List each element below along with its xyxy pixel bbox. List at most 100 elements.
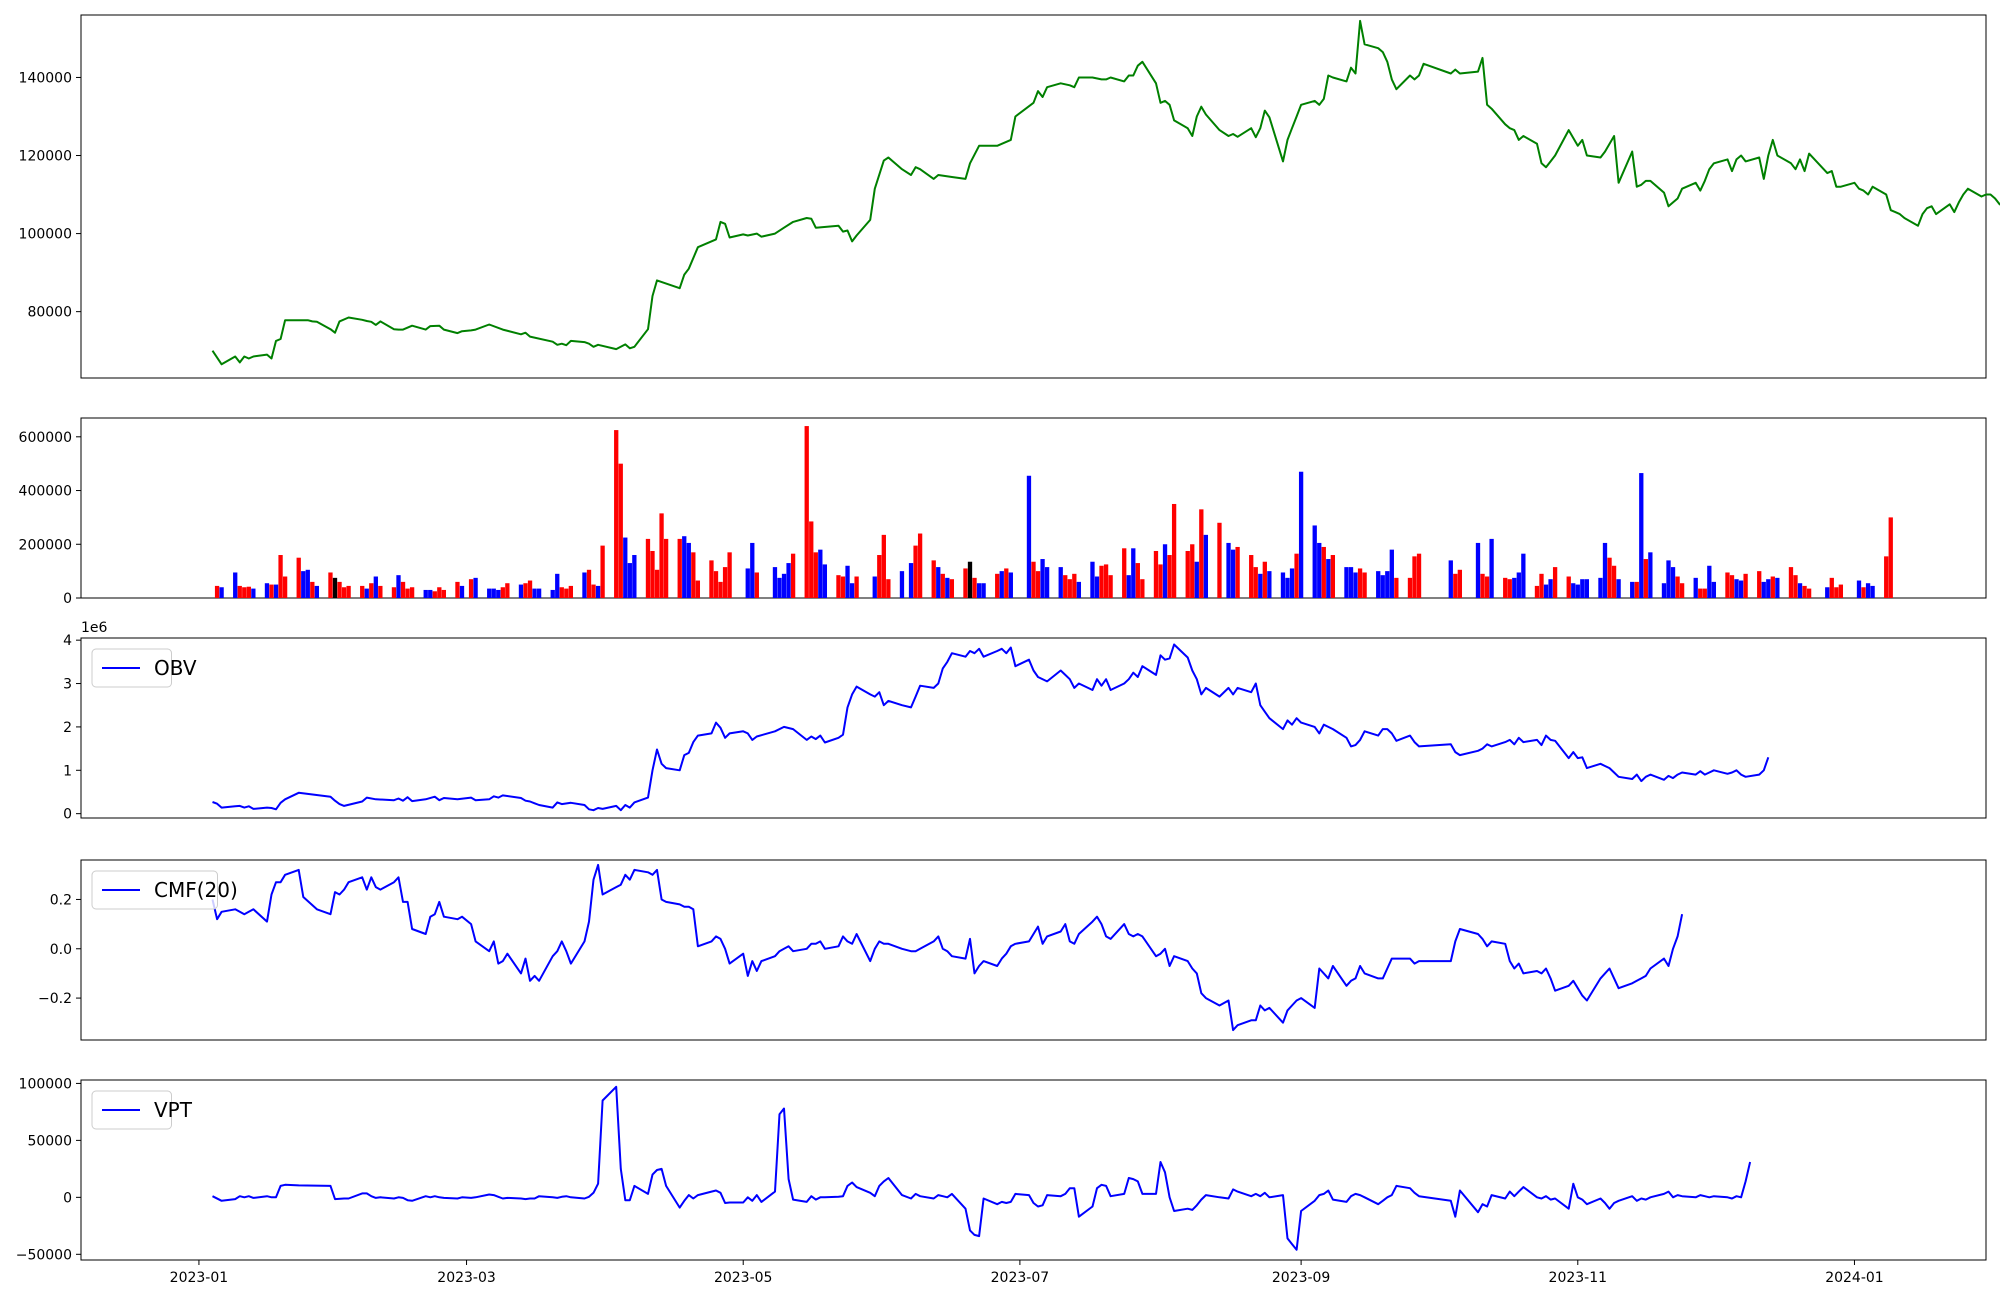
vpt-ytick-label: 0 — [63, 1190, 72, 1206]
volume-bar — [786, 563, 791, 598]
volume-bar — [337, 581, 342, 598]
volume-bar — [332, 577, 338, 598]
volume-bar — [1448, 560, 1453, 598]
vpt-ytick-label: 100000 — [19, 1076, 72, 1092]
volume-bar — [1099, 565, 1104, 598]
volume-bar — [251, 588, 256, 598]
volume-bar — [623, 537, 628, 598]
volume-bar — [682, 536, 687, 598]
volume-bar — [341, 587, 347, 598]
volume-bar — [632, 555, 637, 598]
price-ytick-label: 100000 — [19, 227, 72, 243]
volume-ytick-label: 0 — [63, 591, 72, 607]
volume-bar — [242, 587, 247, 598]
x-tick-label: 2023-09 — [1272, 1270, 1331, 1286]
volume-bar — [310, 581, 315, 598]
obv-ytick-label: 0 — [63, 807, 72, 823]
volume-bar — [1026, 475, 1032, 598]
volume-bar — [1312, 525, 1317, 598]
volume-bar — [809, 521, 814, 598]
volume-bar — [1140, 579, 1145, 598]
obv-ytick-label: 4 — [63, 633, 72, 649]
volume-bar — [614, 430, 619, 598]
volume-bar — [1743, 573, 1748, 598]
volume-bar — [1788, 567, 1794, 598]
volume-bar — [1453, 573, 1458, 598]
volume-bar — [1203, 534, 1209, 598]
volume-bar — [686, 542, 691, 598]
volume-bar — [1317, 542, 1322, 598]
volume-bar — [1512, 577, 1517, 598]
price-panel: 80000 100000 120000 140000 — [19, 14, 2000, 379]
volume-bar — [1607, 557, 1612, 598]
volume-bar — [1058, 567, 1063, 598]
price-series-line — [211, 19, 2000, 366]
volume-bar — [500, 587, 505, 598]
volume-bar — [1521, 553, 1526, 598]
volume-bar — [913, 545, 918, 598]
volume-bar — [505, 583, 510, 598]
volume-bar — [1330, 555, 1336, 598]
legend-label: OBV — [154, 656, 197, 680]
volume-bar — [1280, 572, 1286, 598]
volume-bar — [373, 576, 378, 598]
volume-bar — [1539, 573, 1544, 598]
price-ytick-label: 120000 — [19, 149, 72, 165]
x-tick-label: 2023-01 — [170, 1270, 229, 1286]
obv-offset-label: 1e6 — [81, 620, 108, 636]
volume-bar — [409, 587, 415, 598]
volume-bar — [1548, 579, 1553, 598]
volume-bar — [1412, 556, 1417, 598]
volume-bar — [1357, 568, 1363, 598]
volume-bar — [790, 553, 796, 598]
volume-bar — [1489, 538, 1494, 598]
volume-bar — [364, 588, 369, 598]
volume-bar — [745, 568, 750, 598]
volume-bar — [722, 567, 728, 598]
volume-bar — [1480, 573, 1485, 598]
volume-bar — [1162, 544, 1168, 598]
volume-bar — [346, 585, 351, 598]
volume-bar — [1362, 572, 1367, 598]
volume-bar — [1457, 569, 1463, 598]
volume-bar — [1158, 564, 1163, 598]
volume-bar — [1675, 576, 1680, 598]
volume-bar — [1190, 544, 1195, 598]
volume-bar — [659, 513, 664, 598]
volume-bar — [523, 583, 528, 598]
volume-bar — [1067, 579, 1072, 598]
volume-bar — [886, 579, 891, 598]
volume-bar — [273, 584, 279, 598]
volume-bar — [654, 569, 660, 598]
volume-bar — [1226, 542, 1231, 598]
volume-bar — [1294, 553, 1299, 598]
volume-bar — [949, 579, 955, 598]
volume-bar — [400, 581, 406, 598]
volume-bar — [1552, 567, 1558, 598]
volume-bar — [727, 552, 732, 598]
volume-bar — [532, 588, 537, 598]
price-ytick-label: 80000 — [27, 305, 72, 321]
volume-bar — [1571, 583, 1576, 598]
volume-bar — [1834, 587, 1839, 598]
volume-bar — [1802, 585, 1807, 598]
volume-bar — [1598, 577, 1603, 598]
volume-bar — [1865, 583, 1871, 598]
volume-bar — [437, 587, 442, 598]
volume-bar — [1698, 588, 1703, 598]
obv-series-line — [212, 643, 1770, 812]
volume-bar — [1044, 567, 1050, 598]
volume-bar — [645, 538, 651, 598]
volume-bar — [804, 426, 809, 598]
volume-bar — [1385, 571, 1390, 598]
volume-bar — [1072, 573, 1077, 598]
obv-panel: 0 1 2 3 4 1e6 OBV — [63, 620, 1987, 823]
volume-bar — [691, 552, 696, 598]
vpt-ytick-label: 50000 — [27, 1133, 72, 1149]
volume-bar — [627, 563, 632, 598]
volume-bar — [1253, 567, 1258, 598]
volume-bar — [296, 557, 301, 598]
vpt-ytick-label: −50000 — [16, 1247, 72, 1263]
volume-bar — [328, 572, 333, 598]
volume-bar — [976, 583, 982, 598]
